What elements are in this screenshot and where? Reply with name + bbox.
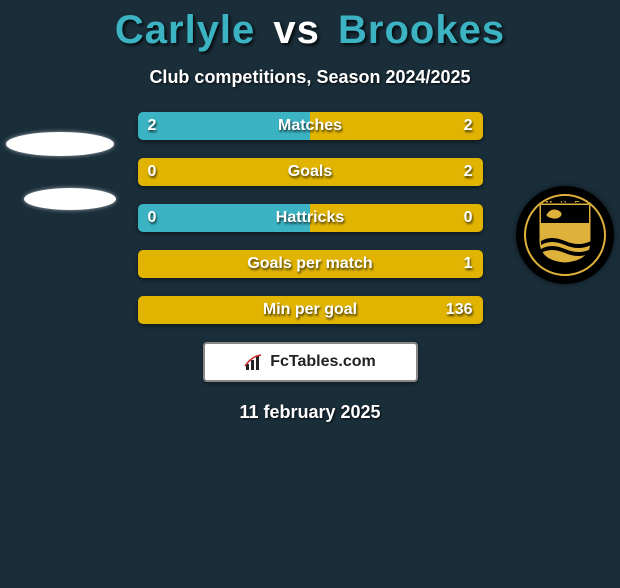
stat-value-right: 0 <box>464 209 473 227</box>
club-badge-inner: M U F C <box>524 194 606 276</box>
date-text: 11 february 2025 <box>0 402 620 423</box>
comparison-title: Carlyle vs Brookes <box>0 8 620 53</box>
stat-value-right: 2 <box>464 117 473 135</box>
stat-value-right: 136 <box>446 301 473 319</box>
stat-value-right: 1 <box>464 255 473 273</box>
stat-value-left: 0 <box>148 163 157 181</box>
brand-text: FcTables.com <box>270 353 376 371</box>
player1-avatar-shadow <box>24 188 116 210</box>
vs-text: vs <box>273 8 320 52</box>
stat-value-left: 0 <box>148 209 157 227</box>
stat-value-left: 2 <box>148 117 157 135</box>
stat-row: Min per goal 136 <box>138 296 483 324</box>
player1-name: Carlyle <box>115 8 255 52</box>
stat-label: Goals <box>288 163 332 181</box>
stat-label: Matches <box>278 117 342 135</box>
stat-row: 0 Goals 2 <box>138 158 483 186</box>
stat-value-right: 2 <box>464 163 473 181</box>
subtitle: Club competitions, Season 2024/2025 <box>0 67 620 88</box>
stat-label: Hattricks <box>276 209 344 227</box>
brand-box[interactable]: FcTables.com <box>203 342 418 382</box>
stat-row: 2 Matches 2 <box>138 112 483 140</box>
stat-label: Min per goal <box>263 301 357 319</box>
bar-chart-icon <box>244 352 264 372</box>
stat-row: 0 Hattricks 0 <box>138 204 483 232</box>
player2-name: Brookes <box>338 8 505 52</box>
club-badge: M U F C <box>516 186 614 284</box>
stat-label: Goals per match <box>247 255 372 273</box>
stats-container: 2 Matches 2 0 Goals 2 0 Hattricks 0 Goal… <box>138 112 483 324</box>
player2-avatar-shape <box>538 135 604 155</box>
shield-icon <box>537 201 593 265</box>
player1-avatar-shape <box>6 132 114 156</box>
stat-row: Goals per match 1 <box>138 250 483 278</box>
